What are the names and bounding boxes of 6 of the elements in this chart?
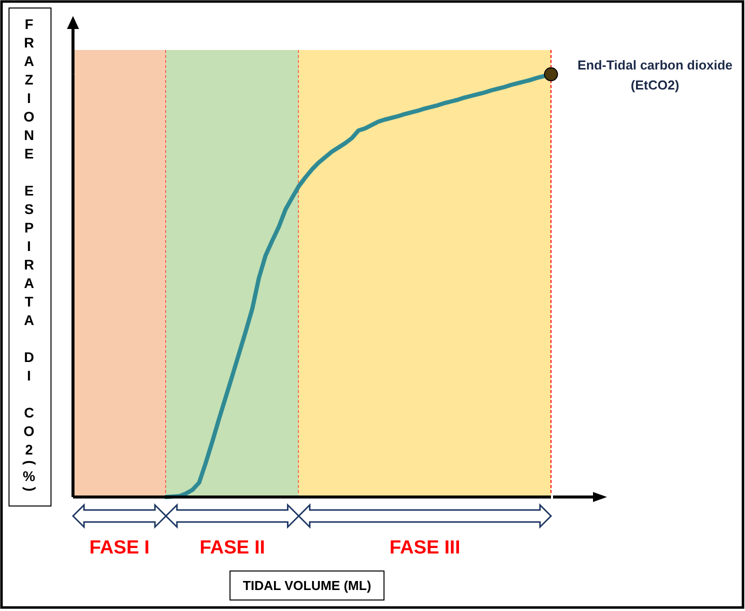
x-axis-title: TIDAL VOLUME (ML) [242, 578, 372, 593]
text: FRAZIONE ESPIRATA DI CO2(%) [22, 16, 38, 492]
text: End-Tidal carbon dioxide (EtCO2) [577, 57, 733, 92]
x-tick-label: FASE I [89, 537, 150, 558]
x-tick-label: FASE III [389, 537, 460, 558]
x-tick-label: FASE II [200, 537, 266, 558]
